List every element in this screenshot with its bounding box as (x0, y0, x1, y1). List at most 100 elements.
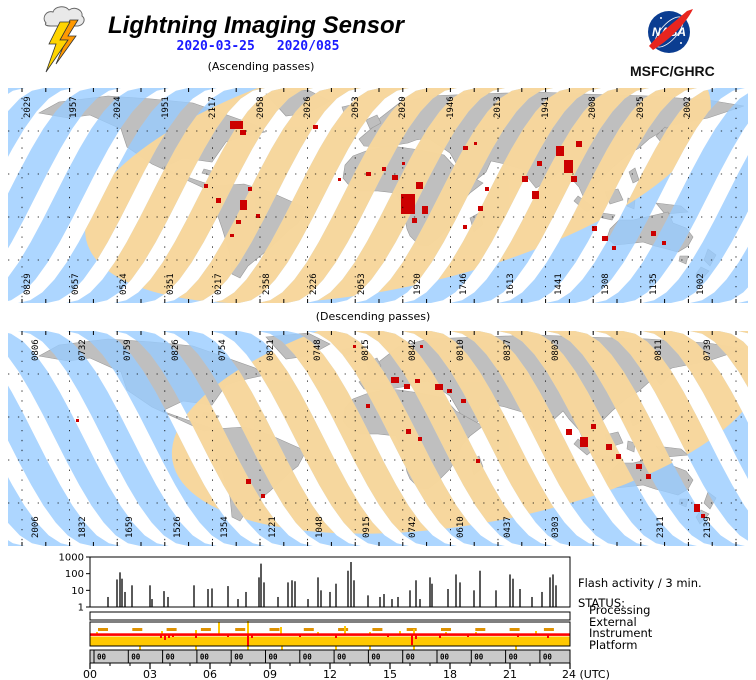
pass-time-label-bottom: 0303 (551, 516, 561, 538)
pass-time-label-bottom: 0351 (166, 273, 176, 295)
y-tick-label: 100 (65, 569, 84, 580)
pass-time-label-bottom: 1221 (268, 516, 278, 538)
y-tick-label: 1 (78, 603, 84, 614)
pass-time-label-bottom: 1746 (459, 273, 469, 295)
pass-time-label-top: 0739 (703, 339, 713, 361)
platform-row (89, 649, 571, 664)
x-last-label: 24 (UTC) (562, 668, 610, 680)
svg-text:00: 00 (406, 653, 416, 662)
latlon-grid (8, 331, 748, 546)
pass-time-label-bottom: 2139 (703, 516, 713, 538)
pass-time-label-top: 0821 (266, 339, 276, 361)
agency-label: MSFC/GHRC (630, 63, 715, 79)
status-row-processing: Processing (589, 603, 651, 617)
pass-time-label-top: 2053 (351, 96, 361, 118)
x-tick-label: 15 (383, 668, 397, 680)
pass-time-label-top: 1951 (161, 96, 171, 118)
svg-text:00: 00 (440, 653, 450, 662)
x-tick-label: 03 (143, 668, 157, 680)
nasa-logo-block: NASA MSFC/GHRC (630, 8, 715, 79)
pass-time-label-top: 2013 (493, 96, 503, 118)
date-doy: 2020/085 (276, 39, 340, 54)
status-row-list: Processing External Instrument Platform (589, 603, 652, 652)
pass-time-label-bottom: 1354 (220, 516, 230, 538)
date-block: 2020-03-25 2020/085 (166, 39, 351, 54)
x-tick-label: 21 (503, 668, 517, 680)
x-tick-label: 18 (443, 668, 457, 680)
pass-time-label-bottom: 1002 (696, 273, 706, 295)
pass-time-label-bottom: 0437 (503, 516, 513, 538)
edge-ticks (21, 331, 737, 546)
date-iso: 2020-03-25 (176, 39, 255, 54)
status-label: STATUS: (578, 596, 626, 610)
pass-time-label-top: 2026 (303, 96, 313, 118)
pass-time-label-bottom: 2006 (31, 516, 41, 538)
ascending-passes-map: 2029 1957 2024 1951 2117 2058 2026 2053 2020 1946… (8, 88, 748, 303)
pass-time-label-top: 2029 (23, 96, 33, 118)
x-tick-label: 09 (263, 668, 277, 680)
storm-cloud-lightning-icon (40, 6, 86, 76)
time-axis-ticks (89, 663, 571, 669)
pass-time-label-bottom: 2358 (262, 273, 272, 295)
platform-cells: 00 00 00 00 00 00 00 00 00 00 00 00 00 00 (93, 650, 552, 663)
svg-text:00: 00 (269, 653, 279, 662)
pass-time-label-top: 0754 (218, 339, 228, 361)
pass-time-label-top: 0826 (171, 339, 181, 361)
descending-passes-map: 0806 0732 0759 0826 0754 0821 0748 0815 0842 0810… (8, 331, 748, 546)
pass-time-label-bottom: 2311 (656, 516, 666, 538)
status-row-external: External (589, 614, 637, 629)
latlon-grid (8, 88, 748, 303)
pass-time-label-top: 2020 (398, 96, 408, 118)
instrument-status-line (90, 633, 570, 636)
svg-text:00: 00 (131, 653, 141, 662)
pass-time-label-bottom: 0217 (214, 273, 224, 295)
pass-time-label-top: 0815 (361, 339, 371, 361)
pass-time-label-top: 0759 (123, 339, 133, 361)
pass-time-label-bottom: 0915 (362, 516, 372, 538)
pass-time-label-top: 0803 (551, 339, 561, 361)
pass-time-label-top: 0748 (313, 339, 323, 361)
pass-time-label-bottom: 1832 (78, 516, 88, 538)
pass-time-label-bottom: 0657 (71, 273, 81, 295)
pass-time-label-bottom: 1613 (506, 273, 516, 295)
pass-time-label-top: 0837 (503, 339, 513, 361)
descending-caption: (Descending passes) (315, 310, 431, 323)
pass-time-label-top: 2024 (113, 96, 123, 118)
pass-time-label-top: 0842 (408, 339, 418, 361)
pass-time-label-bottom: 1659 (125, 516, 135, 538)
pass-time-label-bottom: 1048 (315, 516, 325, 538)
pass-time-label-top: 0810 (456, 339, 466, 361)
pass-time-label-bottom: 2053 (357, 273, 367, 295)
svg-text:00: 00 (371, 653, 381, 662)
pass-time-label-bottom: 0610 (456, 516, 466, 538)
svg-text:00: 00 (337, 653, 347, 662)
pass-time-label-top: 2117 (208, 96, 218, 118)
pass-time-label-bottom: 0524 (119, 273, 129, 295)
pass-time-label-bottom: 0742 (408, 516, 418, 538)
svg-text:00: 00 (200, 653, 210, 662)
pass-time-label-bottom: 1526 (173, 516, 183, 538)
pass-time-label-bottom: 1441 (554, 273, 564, 295)
pass-time-label-bottom: 1920 (413, 273, 423, 295)
nasa-logo: NASA (648, 9, 693, 53)
svg-text:00: 00 (234, 653, 244, 662)
y-tick-label: 1000 (59, 553, 84, 564)
x-tick-label: 06 (203, 668, 217, 680)
x-tick-label: 00 (83, 668, 97, 680)
y-tick-label: 10 (71, 586, 84, 597)
svg-text:00: 00 (97, 653, 107, 662)
flash-bars (107, 562, 557, 607)
pass-time-label-top: 0806 (31, 339, 41, 361)
svg-text:00: 00 (166, 653, 176, 662)
pass-time-label-top: 2035 (636, 96, 646, 118)
status-row-platform: Platform (589, 637, 638, 652)
pass-time-label-top: 0811 (654, 339, 664, 361)
page-title: Lightning Imaging Sensor (108, 12, 404, 39)
platform-spikes (139, 646, 517, 650)
pass-time-label-top: 1941 (541, 96, 551, 118)
processing-row (89, 611, 571, 621)
pass-time-label-top: 0732 (78, 339, 88, 361)
instrument-spikes (160, 634, 549, 646)
